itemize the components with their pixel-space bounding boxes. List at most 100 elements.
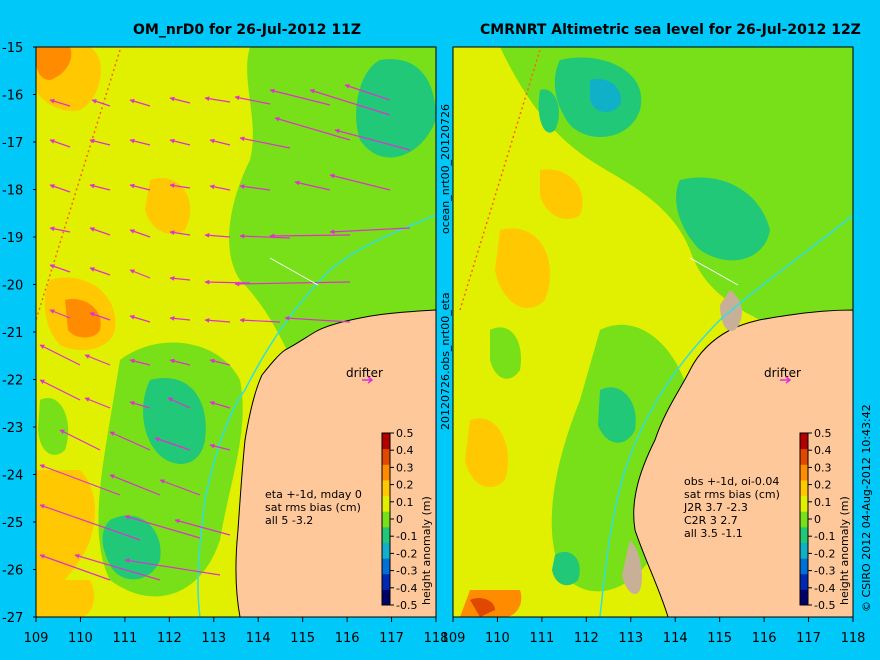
left-colorbar-swatch (382, 511, 390, 528)
left-drifter-marker: drifter (346, 366, 383, 384)
lat-tick-label: -20 (2, 279, 23, 294)
left-panel-title: OM_nrD0 for 26-Jul-2012 11Z (133, 22, 361, 38)
left-note-1: sat rms bias (cm) (265, 501, 361, 514)
right-colorbar-tick: -0.4 (814, 582, 835, 595)
right-colorbar-tick: -0.1 (814, 530, 835, 543)
left-colorbar-tick: 0.2 (396, 479, 414, 492)
left-colorbar-tick: -0.2 (396, 547, 417, 560)
lat-tick-label: -24 (2, 469, 23, 484)
left-colorbar-tick: -0.1 (396, 530, 417, 543)
lat-tick-label: -22 (2, 374, 23, 389)
right-colorbar-tick: 0.2 (814, 479, 832, 492)
right-colorbar-swatch (800, 542, 808, 559)
left-lat-axis: -15 -16 -17 -18 -19 -20 -21 -22 -23 -24 -25 -26 -27 (2, 41, 36, 626)
lat-tick-label: -21 (2, 326, 23, 341)
left-colorbar: 0.5 0.4 0.3 0.2 0.1 0 -0.1 -0.2 -0.3 -0.4 -0.5heig… (381, 427, 433, 612)
right-lon-tick-label: 115 (707, 631, 732, 646)
left-lon-tick-label: 111 (112, 631, 137, 646)
left-colorbar-tick: -0.5 (396, 599, 417, 612)
left-colorbar-label: height anomaly (m) (420, 496, 433, 605)
right-note-2: J2R 3.7 -2.3 (683, 501, 748, 514)
right-colorbar-swatch (800, 479, 808, 497)
right-drifter-marker: drifter (764, 366, 801, 384)
right-lon-tick-label: 110 (485, 631, 510, 646)
right-note-3: C2R 3 2.7 (684, 514, 738, 527)
right-note-0: obs +-1d, oi-0.04 (684, 475, 779, 488)
right-note-4: all 3.5 -1.1 (684, 527, 743, 540)
left-map (36, 47, 436, 617)
lat-tick-label: -15 (2, 41, 23, 56)
left-colorbar-tick: 0 (396, 513, 403, 526)
lat-tick-label: -18 (2, 184, 23, 199)
right-lon-axis: 109 110 111 112 113 114 115 116 117 118 (441, 617, 866, 646)
left-colorbar-swatch (382, 448, 390, 465)
left-lon-tick-label: 117 (379, 631, 404, 646)
right-colorbar-label: height anomaly (m) (838, 496, 851, 605)
lat-tick-label: -19 (2, 231, 23, 246)
right-colorbar-tick: -0.2 (814, 547, 835, 560)
right-drifter-label: drifter (764, 366, 801, 380)
right-colorbar-tick: 0.3 (814, 461, 832, 474)
right-lon-tick-label: 109 (441, 631, 466, 646)
left-colorbar-tick: 0.5 (396, 427, 414, 440)
left-lon-axis: 109 110 111 112 113 114 115 116 117 118 (24, 617, 449, 646)
right-lon-tick-label: 117 (796, 631, 821, 646)
right-note-1: sat rms bias (cm) (684, 488, 780, 501)
right-lon-tick-label: 118 (841, 631, 866, 646)
right-colorbar-swatch (800, 511, 808, 528)
left-colorbar-swatch (382, 589, 390, 606)
left-lon-tick-label: 114 (246, 631, 271, 646)
lat-tick-label: -26 (2, 564, 23, 579)
lat-tick-label: -27 (2, 611, 23, 626)
right-colorbar-swatch (800, 464, 808, 481)
left-lon-tick-label: 118 (424, 631, 449, 646)
right-lon-tick-label: 114 (663, 631, 688, 646)
lat-tick-label: -25 (2, 516, 23, 531)
left-colorbar-swatch (382, 495, 390, 512)
right-colorbar-tick: 0 (814, 513, 821, 526)
lat-tick-label: -16 (2, 89, 23, 104)
right-land (633, 309, 853, 617)
right-lon-tick-label: 116 (752, 631, 777, 646)
right-colorbar-tick: -0.3 (814, 565, 835, 578)
right-colorbar-tick: 0.5 (814, 427, 832, 440)
lat-tick-label: -17 (2, 136, 23, 151)
left-colorbar-tick: 0.4 (396, 444, 414, 457)
right-colorbar-tick: 0.1 (814, 496, 832, 509)
right-colorbar-swatch (800, 558, 808, 575)
right-colorbar-swatch (800, 433, 808, 450)
left-colorbar-tick: 0.1 (396, 496, 414, 509)
right-notes: obs +-1d, oi-0.04 sat rms bias (cm) J2R … (683, 475, 780, 540)
right-colorbar-tick: -0.5 (814, 599, 835, 612)
left-drifter-label: drifter (346, 366, 383, 380)
right-colorbar-swatch (800, 573, 808, 590)
left-lon-tick-label: 113 (201, 631, 226, 646)
left-velocity-arrows (39, 84, 411, 581)
left-lon-tick-label: 112 (157, 631, 182, 646)
left-colorbar-tick: -0.4 (396, 582, 417, 595)
right-colorbar-swatch (800, 495, 808, 512)
left-colorbar-swatch (382, 526, 390, 543)
right-lon-tick-label: 111 (529, 631, 554, 646)
left-note-0: eta +-1d, mday 0 (265, 488, 362, 501)
left-colorbar-swatch (382, 464, 390, 481)
right-colorbar-tick: 0.4 (814, 444, 832, 457)
lat-tick-label: -23 (2, 421, 23, 436)
right-lon-tick-label: 113 (618, 631, 643, 646)
left-colorbar-tick: 0.3 (396, 461, 414, 474)
left-colorbar-swatch (382, 558, 390, 575)
left-notes: eta +-1d, mday 0 sat rms bias (cm) all 5… (265, 488, 362, 527)
left-note-2: all 5 -3.2 (265, 514, 313, 527)
right-colorbar-swatch (800, 526, 808, 543)
right-colorbar-swatch (800, 589, 808, 606)
left-colorbar-swatch (382, 542, 390, 559)
right-colorbar: 0.5 0.4 0.3 0.2 0.1 0 -0.1 -0.2 -0.3 -0.4 -0.5heig… (799, 427, 851, 612)
left-lon-tick-label: 116 (335, 631, 360, 646)
left-lon-tick-label: 115 (290, 631, 315, 646)
left-colorbar-tick: -0.3 (396, 565, 417, 578)
left-lon-tick-label: 110 (68, 631, 93, 646)
right-panel-title: CMRNRT Altimetric sea level for 26-Jul-2… (480, 22, 861, 38)
left-colorbar-swatch (382, 479, 390, 497)
right-lon-tick-label: 112 (574, 631, 599, 646)
